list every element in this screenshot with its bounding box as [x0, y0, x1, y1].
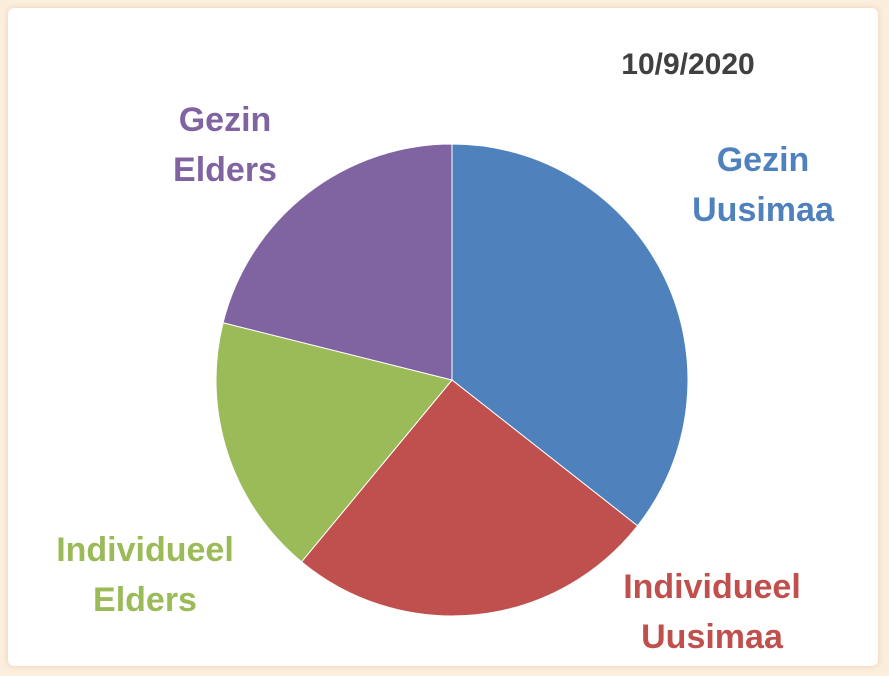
- pie-slice: [222, 143, 453, 381]
- slice-label: Gezin Uusimaa: [692, 141, 834, 229]
- slice-label: Individueel Uusimaa: [623, 568, 801, 656]
- pie-slice: [451, 143, 689, 527]
- slice-label: Gezin Elders: [173, 101, 277, 189]
- pie-slice: [300, 379, 639, 617]
- slice-label: Individueel Elders: [56, 531, 234, 619]
- chart-title: 10/9/2020: [621, 48, 755, 81]
- pie-slice: [215, 322, 453, 563]
